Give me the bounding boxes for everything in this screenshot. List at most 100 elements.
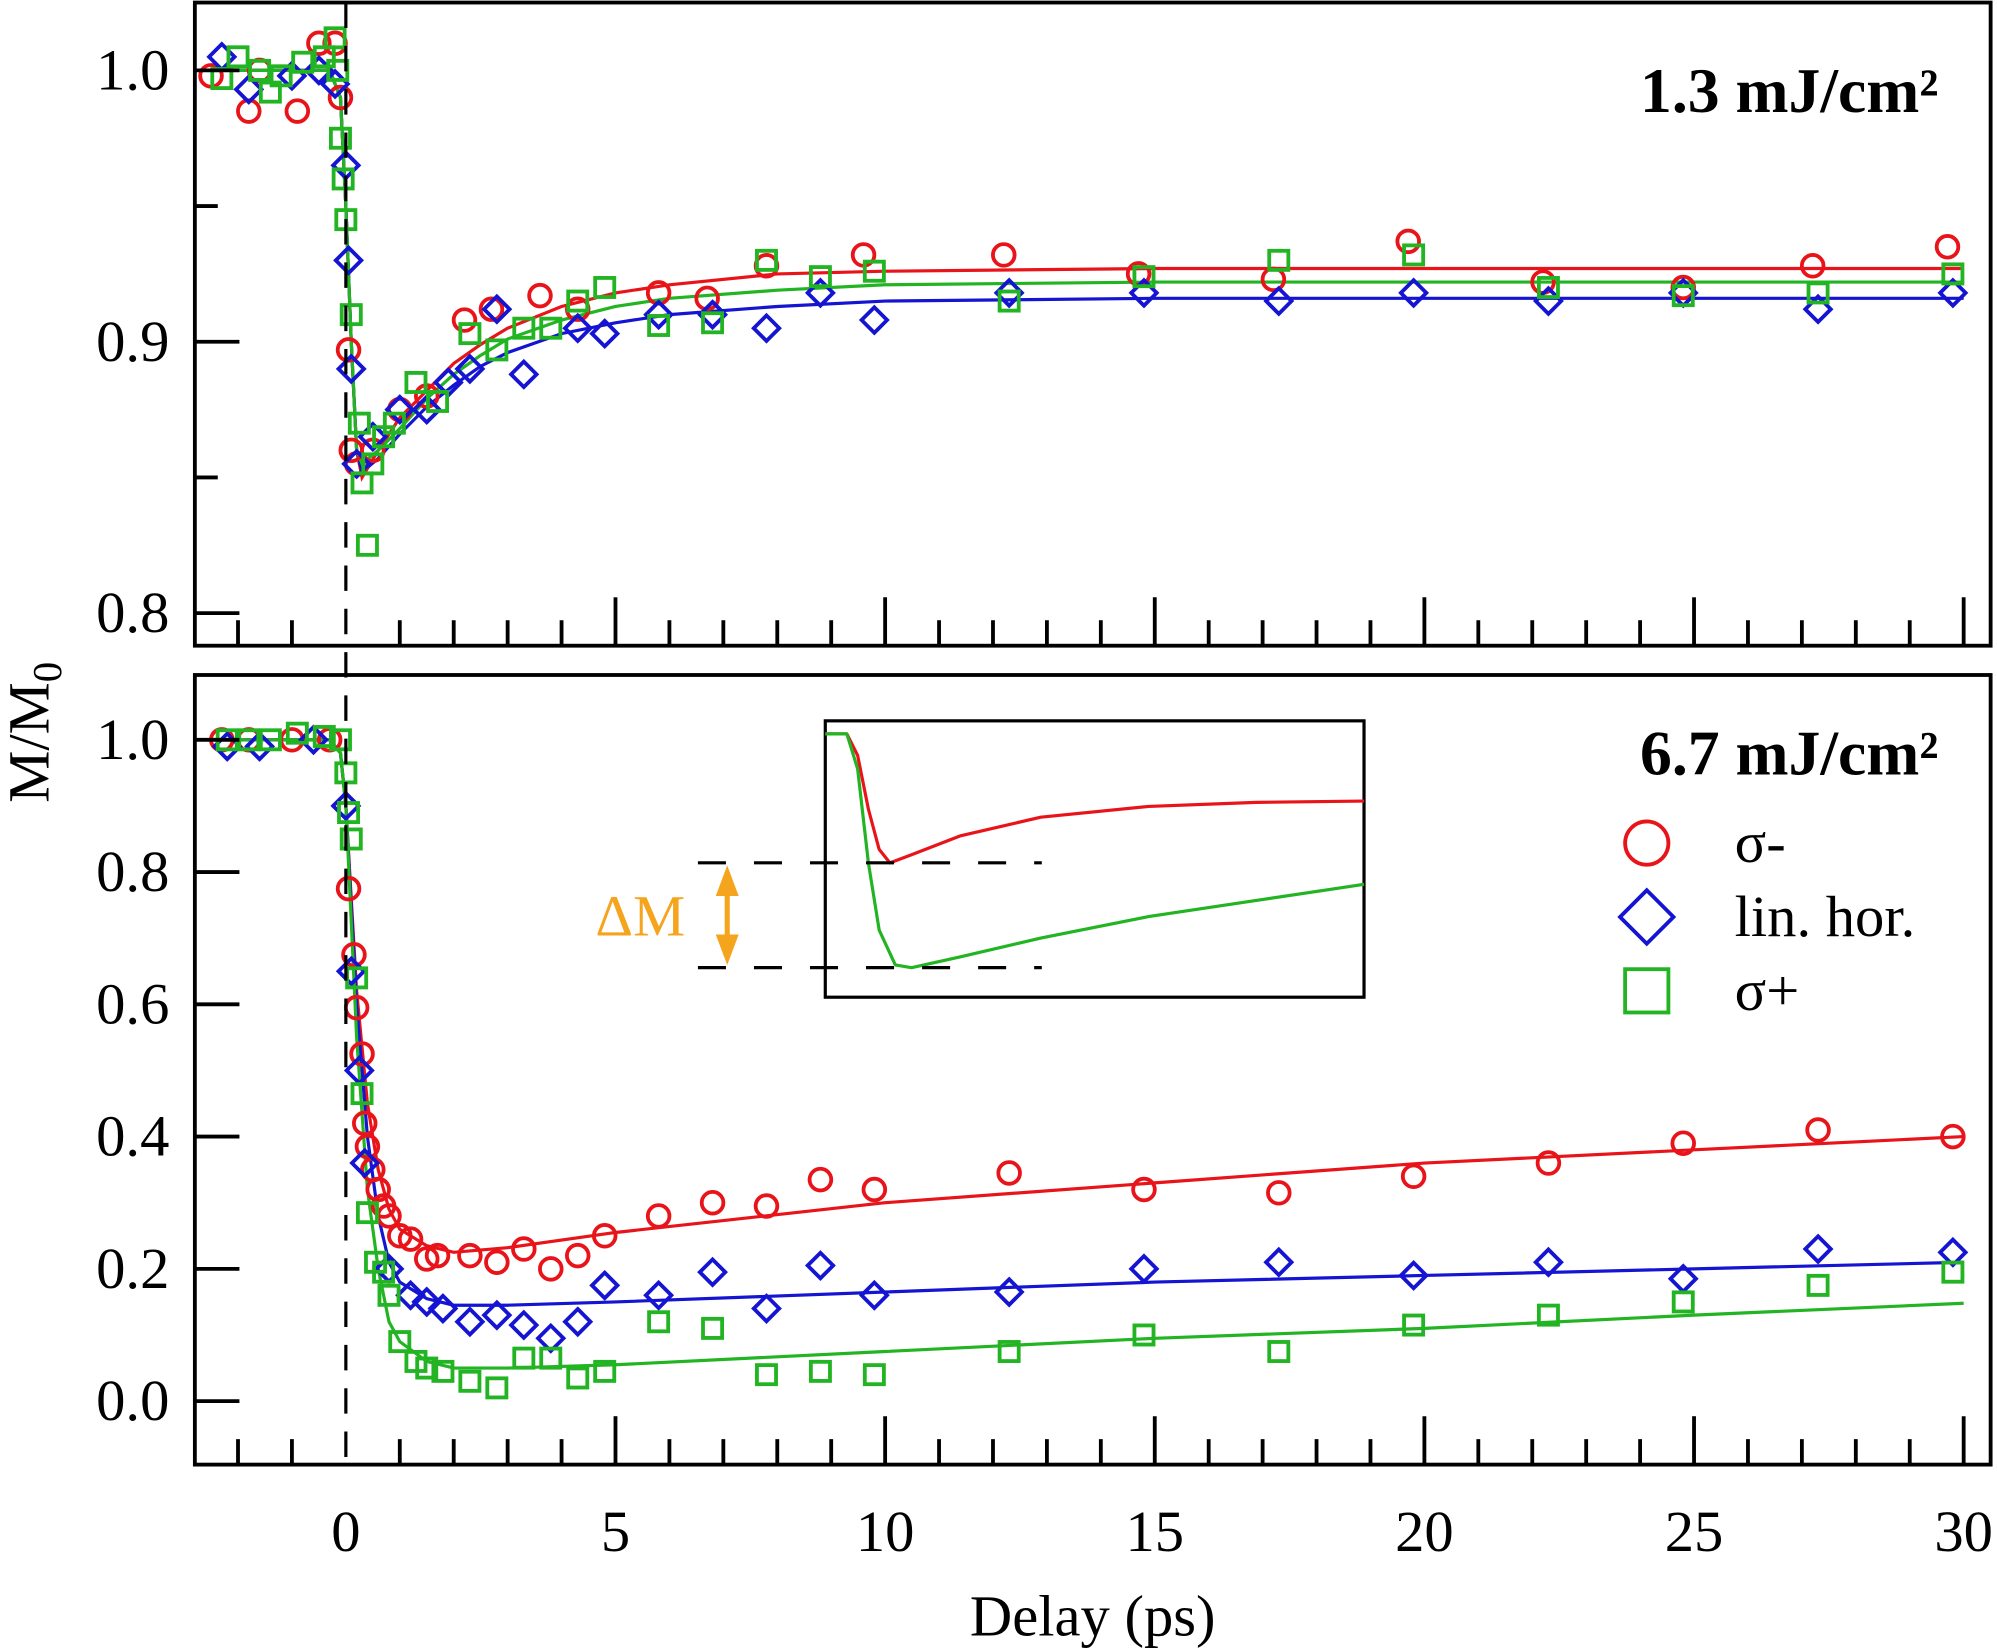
plot-frame: [192, 0, 1993, 648]
arrow-up-icon: [715, 865, 739, 896]
data-point-square: [248, 58, 272, 82]
data-point-diamond: [481, 1299, 513, 1331]
fit-line: [200, 68, 1964, 482]
data-point-square: [347, 411, 371, 435]
data-point-square: [647, 1310, 671, 1334]
data-point-square: [1941, 262, 1965, 286]
data-point-circle: [327, 84, 354, 111]
data-point-circle: [991, 242, 1017, 268]
data-point-diamond: [1128, 1253, 1160, 1285]
data-point-square: [337, 801, 361, 825]
x-axis-title: Delay (ps): [970, 1583, 1216, 1648]
data-point-circle: [341, 941, 367, 968]
data-point-diamond: [858, 1279, 890, 1311]
data-point-square: [415, 1356, 439, 1380]
data-point-square: [355, 1201, 379, 1225]
data-point-diamond: [858, 304, 890, 336]
data-point-diamond: [562, 1306, 594, 1338]
data-point-diamond: [1263, 1246, 1295, 1278]
data-point-square: [593, 276, 617, 299]
data-point-circle: [335, 875, 362, 902]
data-point-circle: [414, 1246, 440, 1272]
data-point-square: [862, 1363, 886, 1387]
data-point-square: [312, 725, 336, 748]
legend-entry: σ+: [1623, 958, 1800, 1023]
data-point-square: [458, 1369, 482, 1393]
data-point-square: [331, 167, 355, 191]
data-point-circle: [511, 1236, 537, 1262]
data-point-square: [382, 411, 406, 435]
data-point-square: [1941, 1260, 1965, 1284]
data-point-diamond: [411, 1286, 443, 1318]
data-point-diamond: [1263, 285, 1295, 317]
fit-line: [200, 68, 1964, 475]
data-point-circle: [349, 1041, 375, 1067]
data-point-square: [1806, 281, 1830, 305]
data-point-square: [701, 1316, 725, 1340]
data-point-circle: [284, 98, 311, 124]
legend-entry: σ-: [1623, 810, 1786, 875]
y-tick-label: 1.0: [96, 37, 169, 102]
arrow-down-icon: [715, 934, 739, 966]
data-point-diamond: [804, 1250, 836, 1281]
data-point-diamond: [751, 312, 782, 344]
data-point-square: [485, 338, 509, 362]
data-point-square: [1671, 284, 1695, 308]
data-point-diamond: [233, 73, 265, 105]
data-point-diamond: [589, 318, 621, 350]
data-point-square: [808, 1359, 832, 1383]
data-point-circle: [397, 1226, 424, 1252]
data-point-square: [426, 390, 449, 413]
data-point-square: [329, 126, 352, 150]
data-point-square: [566, 1366, 590, 1390]
data-point-circle: [591, 1223, 618, 1249]
legend-marker-circle: [1623, 819, 1671, 867]
x-tick-label: 10: [856, 1499, 915, 1564]
data-point-circle: [354, 1133, 381, 1160]
y-tick-label: 0.8: [96, 839, 169, 904]
data-markers: [198, 26, 1969, 1400]
inset-curve: [825, 732, 1365, 970]
data-point-square: [226, 45, 250, 69]
axes: 0.8 0.9 1.0 0.0 0.2 0.4 0.6 0.8 1.0 0 5 10 15 20 25 30: [96, 0, 1993, 1564]
data-point-square: [1536, 276, 1560, 299]
data-point-diamond: [993, 1276, 1025, 1308]
y-tick-label: 0.2: [96, 1236, 169, 1301]
data-point-circle: [527, 282, 553, 309]
data-point-square: [512, 1346, 536, 1370]
data-point-diamond: [535, 1322, 567, 1354]
data-point-circle: [538, 1256, 564, 1282]
data-point-square: [258, 728, 282, 752]
data-point-square: [404, 371, 428, 394]
x-tick-label: 25: [1665, 1499, 1724, 1564]
data-point-circle: [478, 296, 505, 322]
data-point-diamond: [643, 299, 675, 331]
legend-label: σ-: [1735, 810, 1786, 875]
data-point-circle: [1535, 1150, 1562, 1176]
data-point-square: [485, 1376, 509, 1400]
data-point-square: [1402, 243, 1426, 267]
data-point-diamond: [481, 293, 513, 325]
data-point-diamond: [1128, 277, 1160, 309]
data-point-circle: [996, 1160, 1022, 1186]
data-point-diamond: [454, 353, 486, 385]
data-point-circle: [807, 1166, 834, 1193]
data-point-square: [539, 316, 563, 340]
data-point-square: [458, 322, 482, 346]
data-point-square: [1132, 1323, 1156, 1347]
legend: σ-lin. hor. σ+: [1617, 810, 1915, 1023]
data-point-square: [431, 1359, 455, 1383]
data-point-diamond: [411, 394, 443, 426]
data-point-square: [755, 248, 778, 272]
data-point-square: [593, 1359, 617, 1383]
y-axis-title: M/M0: [0, 662, 70, 803]
legend-label: σ+: [1735, 958, 1800, 1023]
data-point-diamond: [384, 394, 416, 426]
inset: ΔM: [595, 719, 1366, 999]
data-point-square: [808, 265, 832, 289]
data-point-diamond: [1802, 1233, 1834, 1265]
data-point-circle: [1799, 253, 1826, 279]
data-point-circle: [484, 1249, 510, 1275]
data-point-circle: [387, 1223, 413, 1249]
